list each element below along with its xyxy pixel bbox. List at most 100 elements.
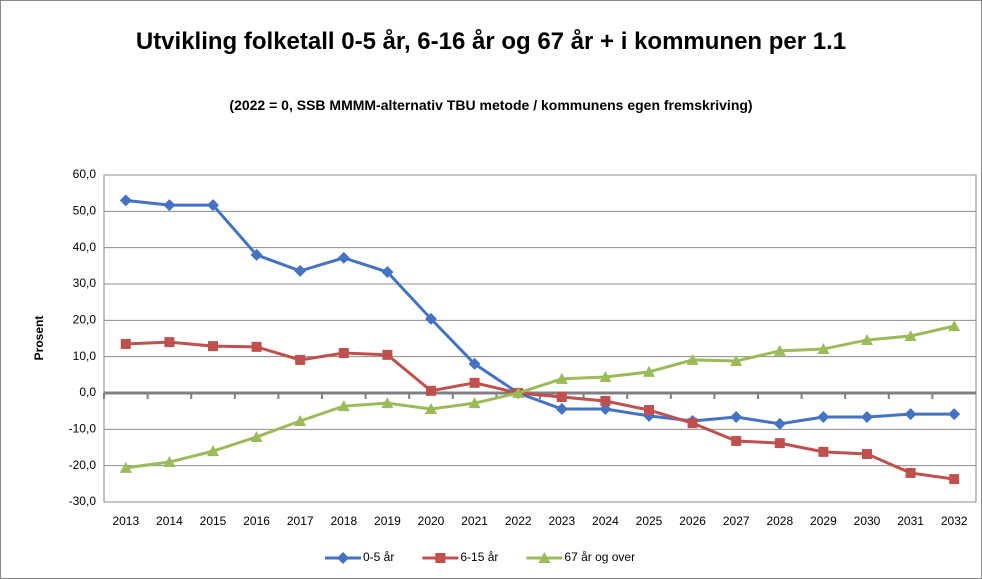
data-point (250, 430, 263, 442)
x-tick-label: 2029 (810, 514, 837, 528)
data-point (555, 402, 568, 415)
data-point (904, 408, 917, 421)
data-point (425, 312, 437, 325)
data-point (337, 251, 350, 264)
data-point (250, 248, 263, 261)
x-tick-label: 2032 (941, 514, 968, 528)
data-point (644, 405, 654, 416)
series-line (125, 324, 955, 470)
data-point (381, 397, 394, 409)
data-point (773, 344, 786, 356)
data-point (774, 438, 785, 449)
x-tick-label: 2031 (897, 514, 924, 528)
data-point (773, 417, 786, 430)
x-tick-label: 2018 (330, 514, 357, 528)
data-point (948, 320, 961, 332)
data-point (905, 467, 916, 478)
x-tick-label: 2022 (505, 514, 532, 528)
data-point (600, 395, 611, 406)
data-point (731, 435, 742, 446)
y-axis-label: Prosent (32, 316, 46, 361)
x-tick-label: 2024 (592, 514, 619, 528)
data-point (207, 445, 219, 457)
y-tick-label: 60,0 (73, 167, 97, 181)
data-point (208, 341, 218, 352)
data-point (861, 333, 873, 345)
y-tick-label: 0,0 (79, 385, 96, 399)
data-point (861, 410, 873, 423)
data-point (948, 408, 961, 421)
legend-marker (435, 553, 446, 563)
y-tick-label: 40,0 (73, 240, 97, 254)
data-point (382, 349, 393, 360)
x-tick-label: 2016 (243, 514, 270, 528)
data-point (468, 397, 481, 409)
data-point (294, 264, 307, 277)
x-tick-label: 2021 (461, 514, 488, 528)
y-tick-label: 30,0 (73, 276, 97, 290)
legend-marker (538, 552, 551, 563)
data-point (904, 329, 917, 341)
chart-subtitle: (2022 = 0, SSB MMMM-alternativ TBU metod… (229, 97, 753, 113)
data-point (469, 377, 480, 388)
legend-label: 0-5 år (363, 550, 394, 564)
data-point (426, 385, 436, 396)
data-point (818, 446, 829, 457)
series-line (125, 340, 955, 481)
legend-label: 6-15 år (460, 550, 498, 564)
x-tick-label: 2030 (854, 514, 881, 528)
legend-marker (337, 552, 349, 564)
series-line (125, 198, 955, 426)
data-point (643, 365, 655, 377)
data-point (295, 354, 306, 365)
y-tick-label: 20,0 (73, 313, 97, 327)
x-tick-label: 2023 (548, 514, 575, 528)
data-point (862, 449, 872, 460)
y-tick-label: 10,0 (73, 349, 97, 363)
data-point (294, 414, 307, 426)
y-tick-label: -10,0 (69, 422, 97, 436)
data-point (817, 410, 830, 423)
y-tick-label: -20,0 (69, 458, 97, 472)
legend-label: 67 år og over (564, 550, 635, 564)
x-tick-label: 2020 (418, 514, 445, 528)
x-tick-label: 2027 (723, 514, 750, 528)
data-point (686, 353, 699, 365)
data-point (730, 410, 743, 423)
data-point (119, 461, 132, 473)
data-point (338, 348, 349, 359)
data-point (555, 372, 568, 384)
data-point (381, 266, 394, 279)
y-tick-label: -30,0 (69, 494, 97, 508)
data-point (817, 343, 830, 355)
data-point (599, 371, 612, 383)
data-point (425, 402, 437, 414)
data-point (556, 391, 567, 402)
data-point (164, 337, 175, 348)
x-tick-label: 2025 (636, 514, 663, 528)
data-point (251, 341, 262, 352)
x-tick-label: 2017 (287, 514, 314, 528)
x-tick-label: 2026 (679, 514, 706, 528)
x-tick-label: 2015 (200, 514, 227, 528)
y-tick-label: 50,0 (73, 204, 97, 218)
data-point (687, 418, 698, 429)
data-point (120, 338, 131, 349)
data-point (468, 357, 481, 370)
chart-title: Utvikling folketall 0-5 år, 6-16 år og 6… (135, 28, 847, 55)
data-point (730, 355, 743, 367)
data-point (163, 199, 176, 212)
data-point (512, 387, 525, 398)
data-point (119, 194, 132, 207)
data-point (163, 456, 176, 468)
x-tick-label: 2013 (112, 514, 139, 528)
data-point (337, 400, 350, 412)
data-point (949, 474, 960, 485)
x-tick-label: 2014 (156, 514, 183, 528)
x-tick-label: 2019 (374, 514, 401, 528)
x-tick-label: 2028 (766, 514, 793, 528)
data-point (207, 199, 219, 212)
